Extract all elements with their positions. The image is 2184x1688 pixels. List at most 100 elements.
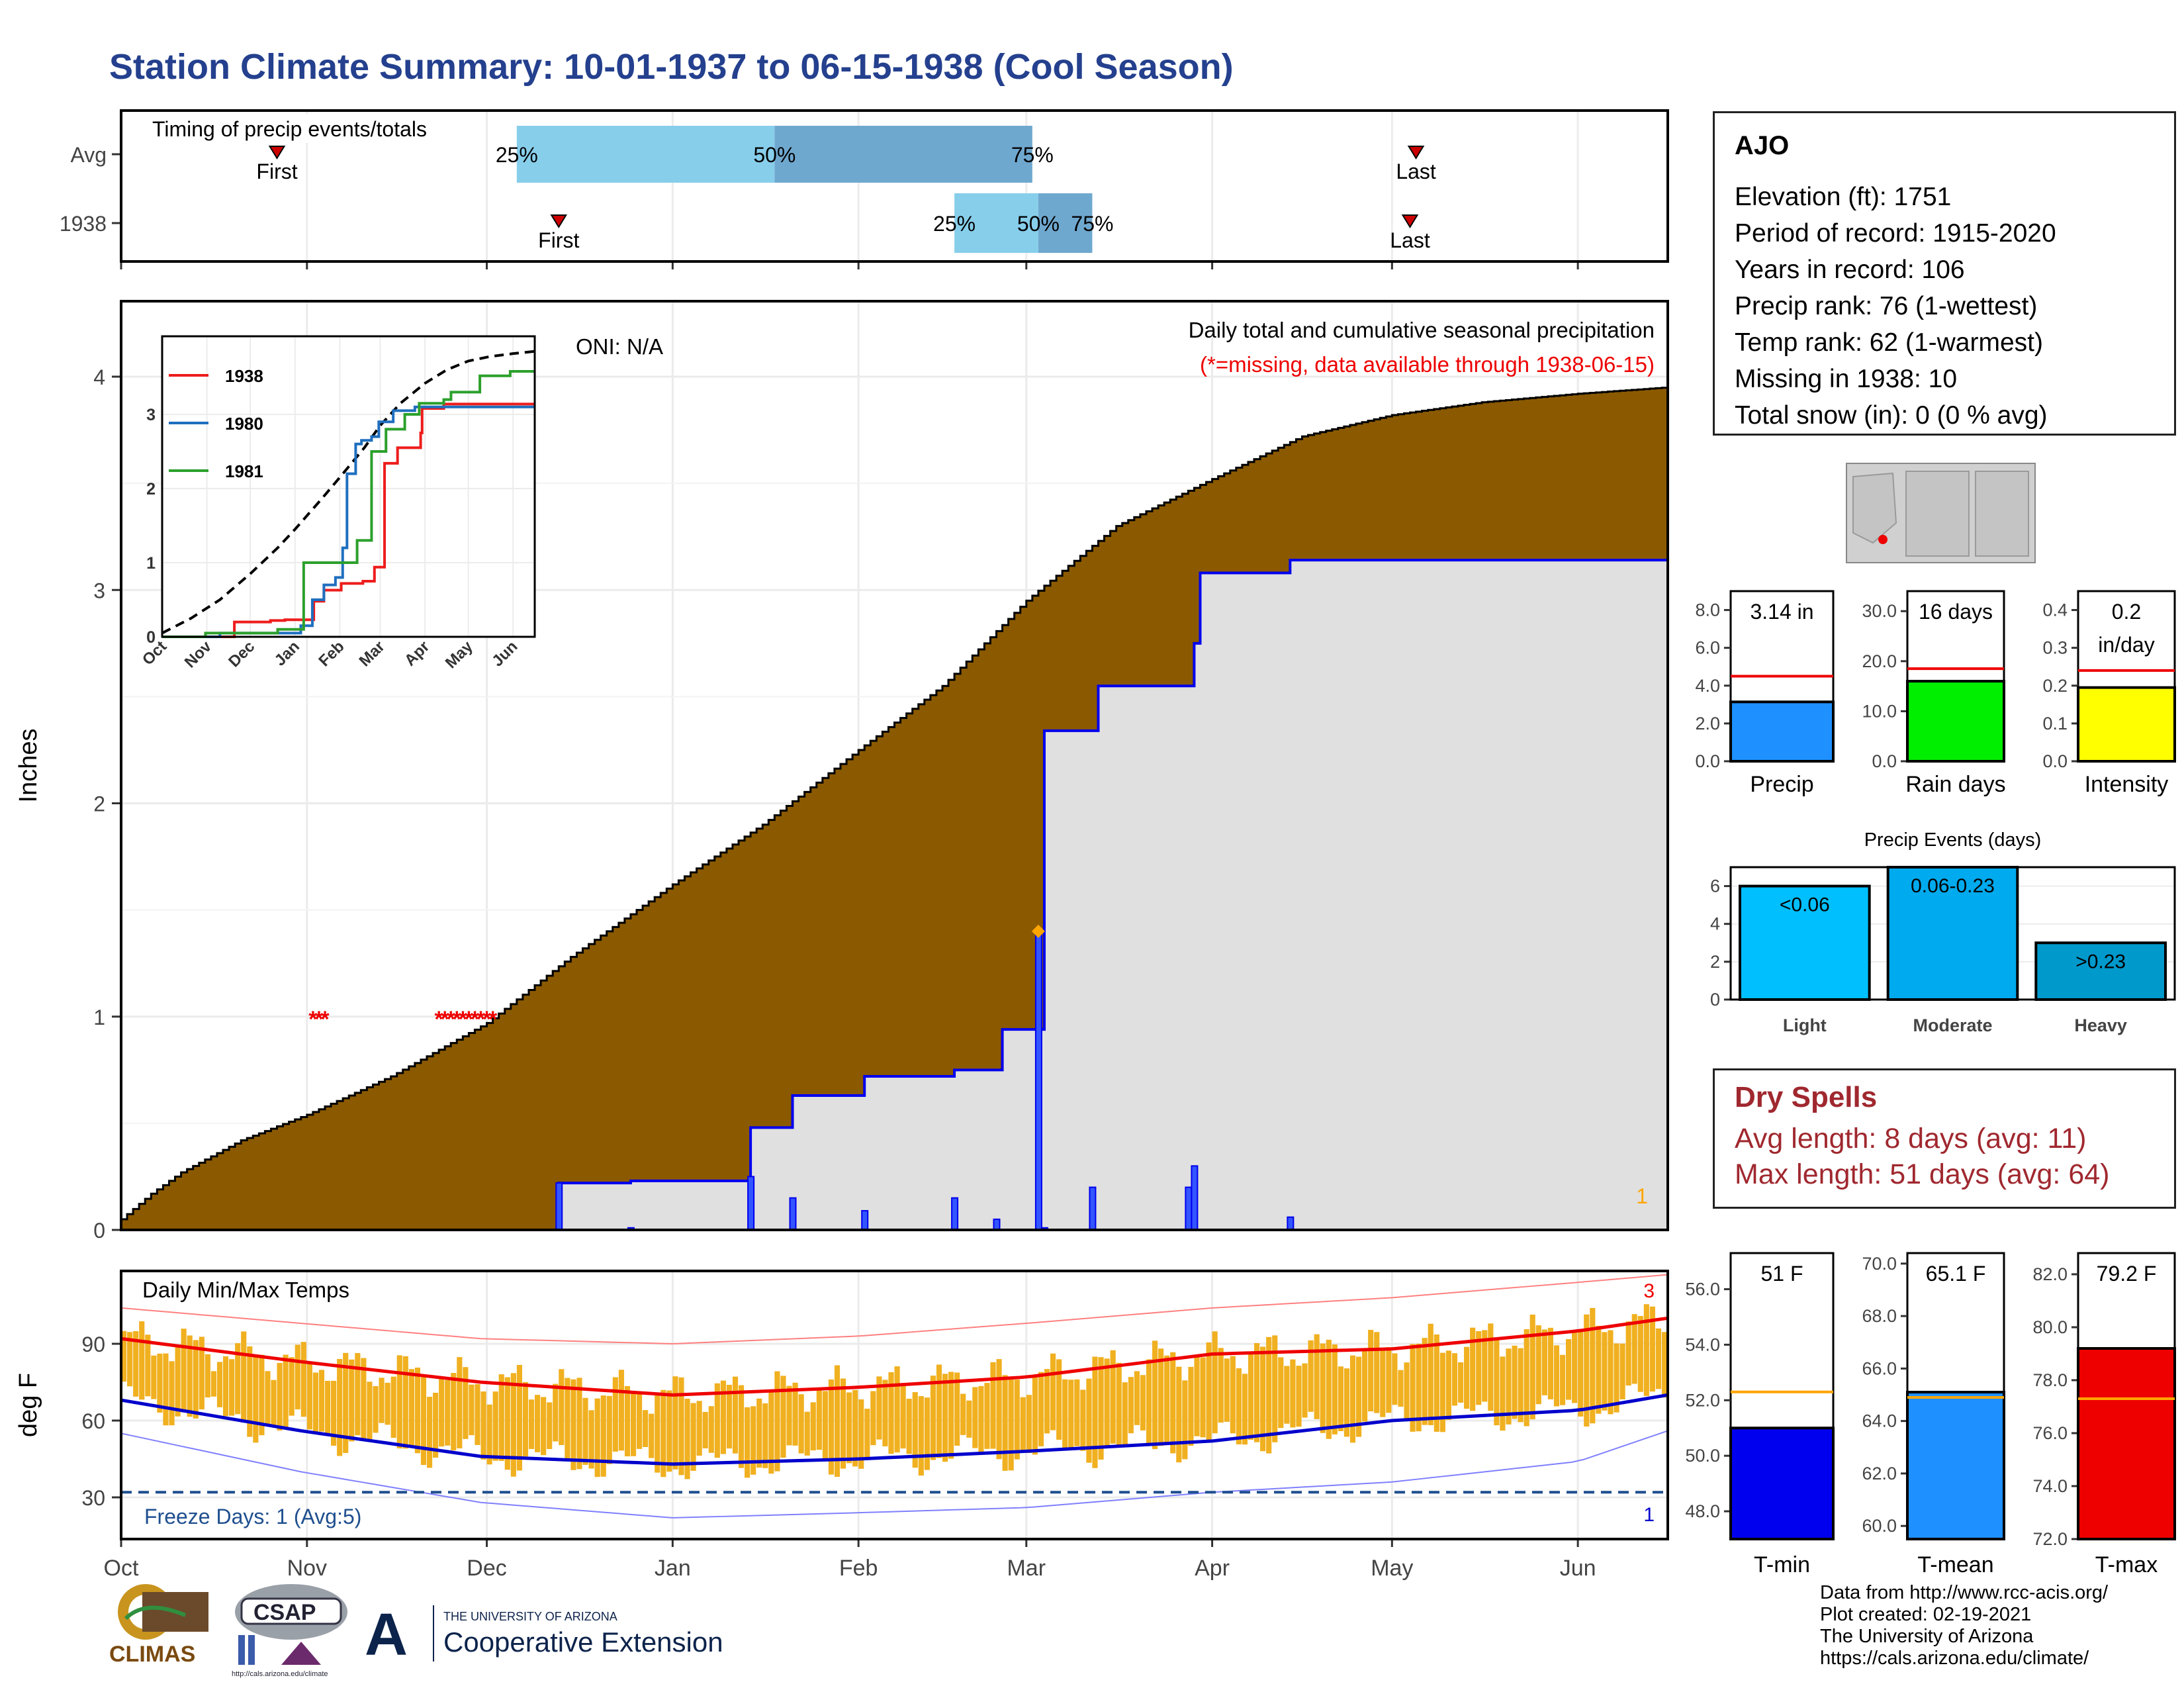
csap-logo-text: CSAP (253, 1600, 316, 1625)
daily-temp-bar (1457, 1362, 1464, 1403)
record-min-line (120, 1430, 1668, 1519)
daily-temp-bar (205, 1354, 210, 1398)
daily-temp-bar (1355, 1356, 1362, 1437)
dry-spells-max: Max length: 51 days (avg: 64) (1735, 1158, 2110, 1190)
precip-mini-1-label: Rain days (1905, 772, 2005, 797)
daily-temp-bar (1608, 1330, 1614, 1415)
daily-temp-bar (492, 1391, 498, 1461)
daily-temp-bar (637, 1392, 643, 1449)
daily-temp-bar (1110, 1350, 1116, 1444)
daily-temp-bar (786, 1385, 792, 1446)
daily-temp-bar (379, 1378, 385, 1423)
daily-temp-bar (1080, 1389, 1086, 1451)
timing-first-marker (268, 146, 286, 160)
station-snow: Total snow (in): 0 (0 % avg) (1735, 401, 2048, 430)
daily-temp-bar (414, 1367, 421, 1454)
month-label: Mar (1007, 1556, 1046, 1581)
temp-frame (120, 1270, 1669, 1540)
timing-bar-q50-q75 (1038, 193, 1093, 253)
daily-precip-bar (1034, 930, 1042, 1231)
daily-temp-bar (1098, 1357, 1104, 1460)
daily-temp-bar (259, 1354, 265, 1436)
daily-temp-bar (541, 1397, 547, 1456)
daily-temp-bar (1488, 1323, 1494, 1411)
month-label: Jun (1560, 1556, 1596, 1581)
daily-temp-bar (222, 1356, 229, 1417)
daily-temp-bar (1140, 1375, 1146, 1430)
precip-mini-2-y-tick-label: 0.2 (2042, 676, 2068, 696)
footer-line: https://cals.arizona.edu/climate/ (1820, 1648, 2089, 1669)
daily-temp-bar (1392, 1353, 1398, 1405)
precip-mini-1-y-tick-label: 20.0 (1862, 651, 1897, 671)
temp-mini-0-value-text: 51 F (1760, 1262, 1803, 1286)
timing-q75-label: 75% (1071, 212, 1113, 236)
daily-temp-bar (187, 1335, 193, 1417)
daily-temp-bar (463, 1367, 469, 1439)
daily-temp-bar (1529, 1314, 1535, 1420)
daily-precip-bar (951, 1197, 959, 1231)
timing-q75-label: 75% (1011, 143, 1054, 167)
daily-temp-bar (906, 1399, 912, 1454)
inset-y-tick-label: 1 (146, 554, 156, 573)
daily-temp-bar (1164, 1355, 1170, 1445)
daily-temp-bar (1218, 1348, 1224, 1423)
dry-spells-panel: Dry Spells Avg length: 8 days (avg: 11) … (1713, 1068, 2176, 1209)
daily-temp-bar (216, 1362, 223, 1407)
timing-title-bg (129, 114, 467, 143)
daily-temp-bar (714, 1383, 720, 1458)
events-y-tick-label: 2 (1710, 952, 1720, 972)
daily-temp-bar (684, 1398, 690, 1479)
ua-logo-letter: A (365, 1602, 408, 1668)
event-bar-label: <0.06 (1780, 894, 1830, 916)
daily-temp-bar (918, 1396, 924, 1476)
daily-temp-bar (1284, 1366, 1290, 1424)
month-label: Feb (839, 1556, 878, 1581)
daily-temp-bar (1470, 1327, 1476, 1411)
missing-day-marker: * (471, 1007, 480, 1032)
daily-temp-bar (445, 1380, 451, 1446)
daily-temp-bar (295, 1344, 300, 1410)
daily-temp-bar (1044, 1369, 1050, 1434)
temp-mini-2-frame (2077, 1252, 2176, 1540)
precip-plot-bg (121, 301, 1668, 1230)
station-info-panel: AJO Elevation (ft): 1751 Period of recor… (1713, 111, 2176, 436)
daily-temp-bar (535, 1395, 541, 1452)
daily-temp-bar (1433, 1334, 1439, 1432)
daily-temp-bar (576, 1378, 582, 1470)
precip-mini-1-frame (1906, 590, 2005, 763)
daily-temp-bar (510, 1373, 516, 1477)
daily-temp-bar (720, 1380, 726, 1454)
daily-temp-bar (1122, 1382, 1128, 1445)
daily-precip-bar (861, 1209, 869, 1231)
daily-temp-bar (954, 1372, 960, 1446)
daily-precip-bar (1040, 1227, 1048, 1231)
precip-mini-0-y-tick-label: 4.0 (1695, 676, 1720, 696)
daily-temp-bar (265, 1371, 271, 1427)
timing-first-label: First (256, 160, 297, 183)
footer-line: Data from http://www.rcc-acis.org/ (1820, 1582, 2109, 1603)
daily-temp-bar (594, 1398, 600, 1477)
precip-mini-2-y-tick-label: 0.0 (2042, 751, 2068, 771)
month-label: Dec (467, 1556, 506, 1581)
events-y-tick-label: 4 (1710, 914, 1720, 934)
precip-mini-2-value-text: 0.2 (2112, 600, 2141, 624)
missing-day-marker: * (477, 1007, 486, 1032)
event-category-label: Light (1783, 1015, 1827, 1035)
daily-temp-bar (1104, 1358, 1110, 1448)
precip-mini-0-y-tick-label: 0.0 (1695, 751, 1720, 771)
daily-temp-bar (553, 1383, 559, 1442)
missing-day-marker: * (447, 1007, 456, 1032)
event-bar-label: 0.06-0.23 (1911, 875, 1995, 897)
daily-temp-bar (1512, 1345, 1518, 1419)
daily-temp-bar (672, 1376, 678, 1470)
observed-cumulative-area (121, 560, 1668, 1230)
daily-temp-bar (1386, 1347, 1392, 1413)
daily-temp-bar (498, 1374, 504, 1461)
daily-temp-bar (696, 1401, 702, 1456)
daily-temp-bar (798, 1394, 804, 1454)
daily-temp-bar (810, 1402, 816, 1451)
daily-temp-bar (1649, 1306, 1655, 1392)
daily-temp-bar (1338, 1366, 1343, 1431)
daily-temp-bar (942, 1374, 948, 1462)
daily-temp-bar (1266, 1336, 1272, 1454)
